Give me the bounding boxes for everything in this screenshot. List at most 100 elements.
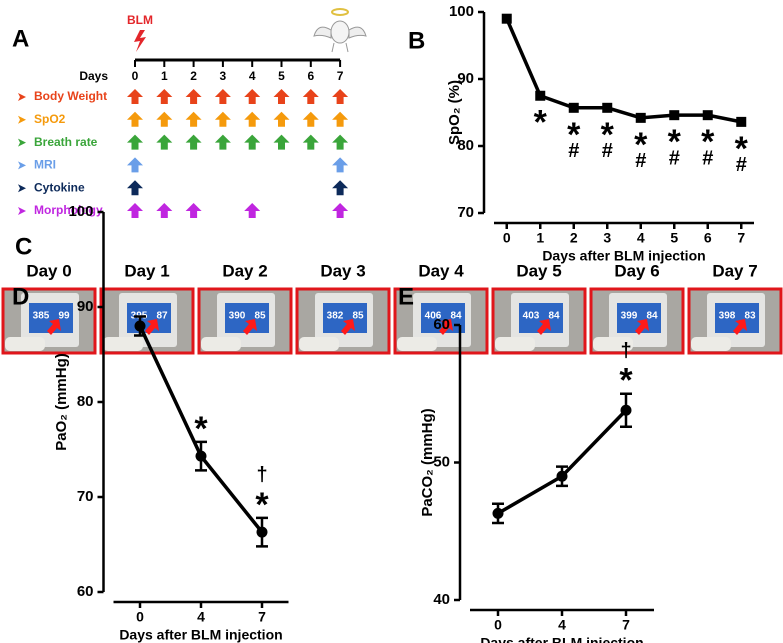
bedding [593,337,633,351]
bullet-arrow [18,138,26,147]
significance-mark: # [702,147,713,169]
y-tick-label: 100 [449,3,474,20]
y-tick-label: 80 [457,137,474,154]
y-tick-label: 40 [433,591,450,608]
data-point [535,90,546,101]
significance-mark: * [619,362,633,400]
frame-title: Day 5 [516,261,561,280]
x-tick-label: 0 [503,230,511,246]
significance-mark: * [601,116,615,154]
data-point [635,112,646,123]
row-label: Body Weight [34,89,107,103]
x-tick-label: 0 [136,609,144,625]
day-number: 2 [190,69,197,83]
pointer-arrow [243,319,257,335]
bedding [397,337,437,351]
y-tick-label: 70 [457,204,474,221]
measurement-arrow [185,203,202,218]
x-tick-label: 1 [536,230,544,246]
row-label: MRI [34,158,56,172]
measurement-arrow [273,89,290,104]
x-tick-label: 4 [637,230,645,246]
frame-title: Day 7 [712,261,757,280]
monitor-reading: 83 [744,311,756,322]
measurement-arrow [214,111,231,127]
pointer-arrow [341,319,355,335]
measurement-arrow [214,89,231,104]
bullet-arrow [18,115,26,124]
row-label: Breath rate [34,135,98,149]
monitor-reading: 84 [548,311,560,322]
significance-mark: * [194,410,208,448]
measurement-arrow [127,134,143,150]
angel-icon [313,8,367,53]
x-tick-label: 5 [670,230,678,246]
data-point [620,404,632,416]
panel-label: C [15,233,32,260]
significance-mark: † [620,340,631,362]
significance-mark: # [602,140,613,162]
significance-mark: * [735,130,749,168]
y-axis-label: PaCO₂ (mmHg) [419,408,436,516]
frame-title: Day 6 [614,261,659,280]
x-tick-label: 7 [737,230,745,246]
monitor-reading: 99 [58,311,70,322]
y-tick-label: 100 [68,203,93,220]
drug-label: BLM [127,13,153,27]
x-tick-label: 4 [197,609,205,625]
measurement-arrow [214,134,231,150]
day-number: 1 [161,69,168,83]
panel-label: D [12,283,29,310]
monitor-reading: 85 [352,311,364,322]
bedding [5,337,45,351]
measurement-arrow [332,89,349,104]
measurement-arrow [244,203,261,218]
measurement-arrow [185,89,202,104]
measurement-arrow [273,111,290,127]
y-tick-label: 90 [457,70,474,87]
significance-mark: # [669,147,680,169]
measurement-arrow [156,134,173,150]
frame-title: Day 4 [418,261,464,280]
monitor-reading: 84 [646,311,658,322]
panel-label: A [12,25,29,52]
x-tick-label: 7 [622,617,630,633]
bedding [103,337,143,351]
measurement-arrow [332,203,349,218]
monitor-reading: 85 [254,311,266,322]
bullet-arrow [18,161,26,170]
x-axis-label: Days after BLM injection [480,635,643,643]
x-axis-label: Days after BLM injection [542,248,705,264]
frame-border [295,287,391,355]
data-point [736,116,747,127]
x-axis-label: Days after BLM injection [119,627,282,643]
measurement-arrow [185,134,202,150]
frame-border [393,287,489,355]
monitor-reading: 87 [156,311,168,322]
row-label: SpO2 [34,112,66,126]
y-tick-label: 70 [77,488,94,505]
frame-border [589,287,685,355]
measurement-arrow [156,203,173,218]
measurement-arrow [127,157,143,173]
monitor-reading: 403 [523,311,540,322]
frame-border [197,287,293,355]
day-number: 3 [220,69,227,83]
measurement-arrow [302,134,319,150]
measurement-arrow [332,134,349,150]
significance-mark: # [568,140,579,162]
bedding [201,337,241,351]
monitor-reading: 398 [719,311,736,322]
data-point [492,507,504,519]
day-number: 0 [132,69,139,83]
monitor-reading: 390 [229,311,246,322]
frame-title: Day 3 [320,261,365,280]
monitor-reading: 84 [450,311,462,322]
data-point [669,110,680,121]
day-number: 7 [337,69,344,83]
measurement-arrow [185,111,202,127]
significance-mark: * [701,123,715,161]
pointer-arrow [733,319,747,335]
significance-mark: * [255,486,269,524]
significance-mark: # [736,154,747,176]
